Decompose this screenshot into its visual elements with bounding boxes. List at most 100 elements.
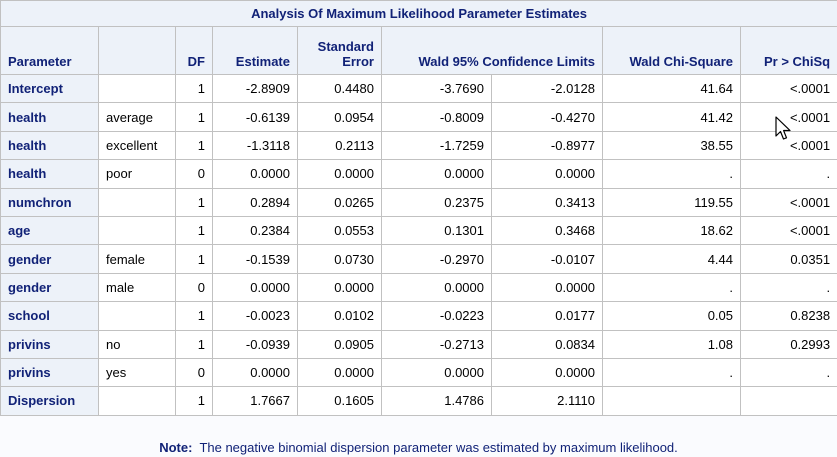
cell-wald-chi-square: . xyxy=(602,159,741,189)
cell-estimate: -2.8909 xyxy=(212,73,298,104)
cell-wald-chi-square: 41.42 xyxy=(602,102,741,132)
cell-pr-chisq: <.0001 xyxy=(739,215,837,246)
table-row: health excellent 1 -1.3118 0.2113 -1.7259 -0.8… xyxy=(0,130,837,161)
cell-standard-error: 0.2113 xyxy=(297,130,382,161)
table-row: Dispersion 1 1.7667 0.1605 1.4786 2.1110 xyxy=(0,386,837,416)
header-level xyxy=(98,26,176,75)
cell-upper-limit: 2.1110 xyxy=(491,386,603,416)
cell-parameter: numchron xyxy=(0,187,99,217)
cell-level: average xyxy=(98,102,176,132)
header-df: DF xyxy=(175,26,213,75)
cell-pr-chisq: . xyxy=(739,272,837,303)
cell-level: yes xyxy=(98,357,176,388)
cell-df: 1 xyxy=(175,187,213,217)
cell-estimate: -0.6139 xyxy=(212,102,298,132)
cell-standard-error: 0.0000 xyxy=(297,272,382,303)
cell-wald-chi-square: 4.44 xyxy=(602,244,741,274)
cell-estimate: 0.0000 xyxy=(212,159,298,189)
table-row: Intercept 1 -2.8909 0.4480 -3.7690 -2.0128 41.… xyxy=(0,73,837,104)
cell-upper-limit: 0.0177 xyxy=(491,301,603,331)
cell-parameter: privins xyxy=(0,357,99,388)
table-row: privins yes 0 0.0000 0.0000 0.0000 0.0000.. xyxy=(0,357,837,388)
cell-df: 0 xyxy=(175,357,213,388)
cell-pr-chisq: <.0001 xyxy=(739,102,837,132)
cell-df: 1 xyxy=(175,102,213,132)
cell-df: 1 xyxy=(175,73,213,104)
cell-wald-chi-square: 0.05 xyxy=(602,301,741,331)
cell-wald-chi-square: 18.62 xyxy=(602,215,741,246)
cell-parameter: Intercept xyxy=(0,73,99,104)
table-row: age 1 0.2384 0.0553 0.1301 0.3468 18.62 <.0001 xyxy=(0,215,837,246)
cell-df: 0 xyxy=(175,159,213,189)
cell-level xyxy=(98,73,176,104)
table-title: Analysis Of Maximum Likelihood Parameter… xyxy=(0,0,837,27)
cell-level: no xyxy=(98,329,176,359)
cell-standard-error: 0.1605 xyxy=(297,386,382,416)
header-standard-error: Standard Error xyxy=(297,26,382,75)
cell-estimate: -0.1539 xyxy=(212,244,298,274)
cell-parameter: school xyxy=(0,301,99,331)
cell-df: 1 xyxy=(175,329,213,359)
cell-estimate: 0.2384 xyxy=(212,215,298,246)
cell-lower-limit: 0.0000 xyxy=(381,357,492,388)
cell-level: poor xyxy=(98,159,176,189)
cell-wald-chi-square: 1.08 xyxy=(602,329,741,359)
cell-upper-limit: -2.0128 xyxy=(491,73,603,104)
cell-lower-limit: -0.2970 xyxy=(381,244,492,274)
cell-pr-chisq: 0.0351 xyxy=(739,244,837,274)
cell-parameter: health xyxy=(0,159,99,189)
cell-lower-limit: -0.2713 xyxy=(381,329,492,359)
cell-lower-limit: 0.0000 xyxy=(381,272,492,303)
cell-standard-error: 0.4480 xyxy=(297,73,382,104)
cell-standard-error: 0.0954 xyxy=(297,102,382,132)
cell-pr-chisq: . xyxy=(739,357,837,388)
footnote: Note: The negative binomial dispersion p… xyxy=(0,440,837,455)
cell-parameter: age xyxy=(0,215,99,246)
cell-upper-limit: -0.4270 xyxy=(491,102,603,132)
cell-pr-chisq: <.0001 xyxy=(739,73,837,104)
cell-estimate: 0.0000 xyxy=(212,272,298,303)
header-pr-chisq: Pr > ChiSq xyxy=(739,26,837,75)
cell-parameter: privins xyxy=(0,329,99,359)
cell-parameter: health xyxy=(0,102,99,132)
cell-df: 1 xyxy=(175,244,213,274)
note-label: Note: xyxy=(159,440,193,455)
cell-lower-limit: 1.4786 xyxy=(381,386,492,416)
cell-lower-limit: -3.7690 xyxy=(381,73,492,104)
cell-upper-limit: 0.0834 xyxy=(491,329,603,359)
cell-level xyxy=(98,187,176,217)
cell-standard-error: 0.0553 xyxy=(297,215,382,246)
cell-estimate: 0.2894 xyxy=(212,187,298,217)
cell-standard-error: 0.0000 xyxy=(297,357,382,388)
cell-wald-chi-square: 119.55 xyxy=(602,187,741,217)
cell-wald-chi-square: . xyxy=(602,357,741,388)
note-text: The negative binomial dispersion paramet… xyxy=(199,440,678,455)
cell-lower-limit: 0.2375 xyxy=(381,187,492,217)
cell-estimate: 0.0000 xyxy=(212,357,298,388)
cell-wald-chi-square: . xyxy=(602,272,741,303)
cell-pr-chisq: <.0001 xyxy=(739,187,837,217)
cell-level: excellent xyxy=(98,130,176,161)
cell-standard-error: 0.0265 xyxy=(297,187,382,217)
header-estimate: Estimate xyxy=(212,26,298,75)
cell-upper-limit: -0.0107 xyxy=(491,244,603,274)
cell-parameter: health xyxy=(0,130,99,161)
cell-wald-chi-square: 38.55 xyxy=(602,130,741,161)
cell-df: 1 xyxy=(175,386,213,416)
header-standard-error-line2: Error xyxy=(342,54,374,69)
cell-df: 1 xyxy=(175,130,213,161)
cell-df: 1 xyxy=(175,301,213,331)
cell-level xyxy=(98,215,176,246)
header-wald-confidence-limits: Wald 95% Confidence Limits xyxy=(381,26,603,75)
header-wald-chi-square: Wald Chi-Square xyxy=(602,26,741,75)
cell-pr-chisq: 0.2993 xyxy=(739,329,837,359)
cell-standard-error: 0.0000 xyxy=(297,159,382,189)
table-row: health poor 0 0.0000 0.0000 0.0000 0.0000.. xyxy=(0,159,837,189)
cell-level: male xyxy=(98,272,176,303)
cell-lower-limit: -0.8009 xyxy=(381,102,492,132)
cell-estimate: 1.7667 xyxy=(212,386,298,416)
cell-lower-limit: 0.1301 xyxy=(381,215,492,246)
cell-upper-limit: 0.3468 xyxy=(491,215,603,246)
cell-estimate: -0.0939 xyxy=(212,329,298,359)
cell-wald-chi-square: 41.64 xyxy=(602,73,741,104)
